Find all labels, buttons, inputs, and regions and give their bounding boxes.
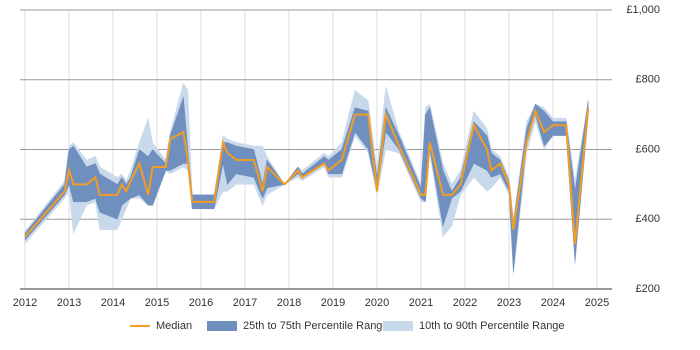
legend-label: Median [156, 320, 192, 332]
legend-label: 25th to 75th Percentile Range [243, 320, 389, 332]
y-tick-label: £600 [636, 143, 660, 155]
x-tick-label: 2025 [585, 297, 609, 309]
x-tick-label: 2019 [321, 297, 345, 309]
legend-swatch [383, 321, 413, 331]
x-tick-label: 2024 [541, 297, 565, 309]
y-tick-label: £200 [636, 283, 660, 295]
legend-swatch [207, 321, 237, 331]
x-tick-label: 2023 [497, 297, 521, 309]
y-tick-label: £1,000 [626, 4, 660, 16]
x-tick-label: 2014 [101, 297, 125, 309]
legend-label: 10th to 90th Percentile Range [419, 320, 565, 332]
median-line [24, 107, 590, 244]
x-tick-label: 2015 [145, 297, 169, 309]
x-tick-label: 2020 [365, 297, 389, 309]
x-tick-label: 2012 [13, 297, 37, 309]
x-tick-label: 2016 [189, 297, 213, 309]
x-tick-label: 2018 [277, 297, 301, 309]
x-tick-label: 2017 [233, 297, 257, 309]
x-tick-label: 2013 [57, 297, 81, 309]
x-tick-label: 2021 [409, 297, 433, 309]
y-tick-label: £800 [636, 74, 660, 86]
y-tick-label: £400 [636, 213, 660, 225]
x-tick-label: 2022 [453, 297, 477, 309]
